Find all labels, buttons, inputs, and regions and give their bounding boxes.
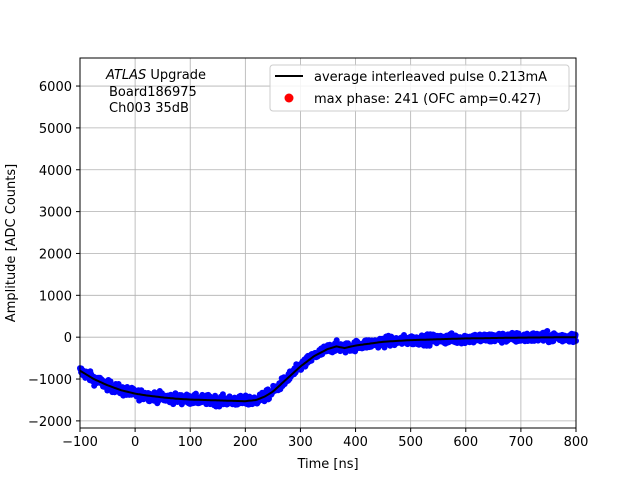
x-tick-label: 600 <box>453 435 478 450</box>
y-axis-label: Amplitude [ADC Counts] <box>4 164 19 322</box>
y-tick-label: 5000 <box>39 122 72 137</box>
x-axis-label: Time [ns] <box>296 457 358 472</box>
y-tick-label: 3000 <box>39 206 72 221</box>
legend-marker-swatch <box>284 93 294 103</box>
x-tick-label: 200 <box>233 435 258 450</box>
legend-label-max-phase: max phase: 241 (OFC amp=0.427) <box>314 92 541 107</box>
x-tick-label: 700 <box>508 435 533 450</box>
atlas-upgrade: Upgrade <box>146 68 206 83</box>
x-tick-label: −100 <box>62 435 98 450</box>
y-tick-label: −2000 <box>28 415 72 430</box>
data-point <box>107 378 114 385</box>
data-point <box>544 328 551 334</box>
y-tick-label: 4000 <box>39 164 72 179</box>
x-tick-label: 0 <box>131 435 139 450</box>
legend-label-pulse: average interleaved pulse 0.213mA <box>314 70 547 85</box>
y-tick-label: 1000 <box>39 289 72 304</box>
data-point <box>333 337 340 344</box>
axes-frame <box>79 57 577 429</box>
legend: average interleaved pulse 0.213mA max ph… <box>269 64 570 112</box>
ticks: −100 0 100 200 300 400 500 600 700 800−2000−10000… <box>28 80 588 450</box>
x-tick-label: 400 <box>343 435 368 450</box>
y-tick-label: −1000 <box>28 373 72 388</box>
atlas-annotation: ATLAS Upgrade <box>105 68 206 83</box>
x-tick-label: 100 <box>178 435 203 450</box>
x-tick-label: 300 <box>288 435 313 450</box>
y-tick-label: 6000 <box>39 80 72 95</box>
x-tick-label: 500 <box>398 435 423 450</box>
y-tick-label: 0 <box>64 331 72 346</box>
channel-annotation: Ch003 35dB <box>109 101 189 116</box>
average-pulse-line <box>79 336 576 403</box>
y-tick-label: 2000 <box>39 247 72 262</box>
x-tick-label: 800 <box>564 435 589 450</box>
atlas-italic: ATLAS <box>105 68 146 83</box>
board-annotation: Board186975 <box>109 85 197 100</box>
